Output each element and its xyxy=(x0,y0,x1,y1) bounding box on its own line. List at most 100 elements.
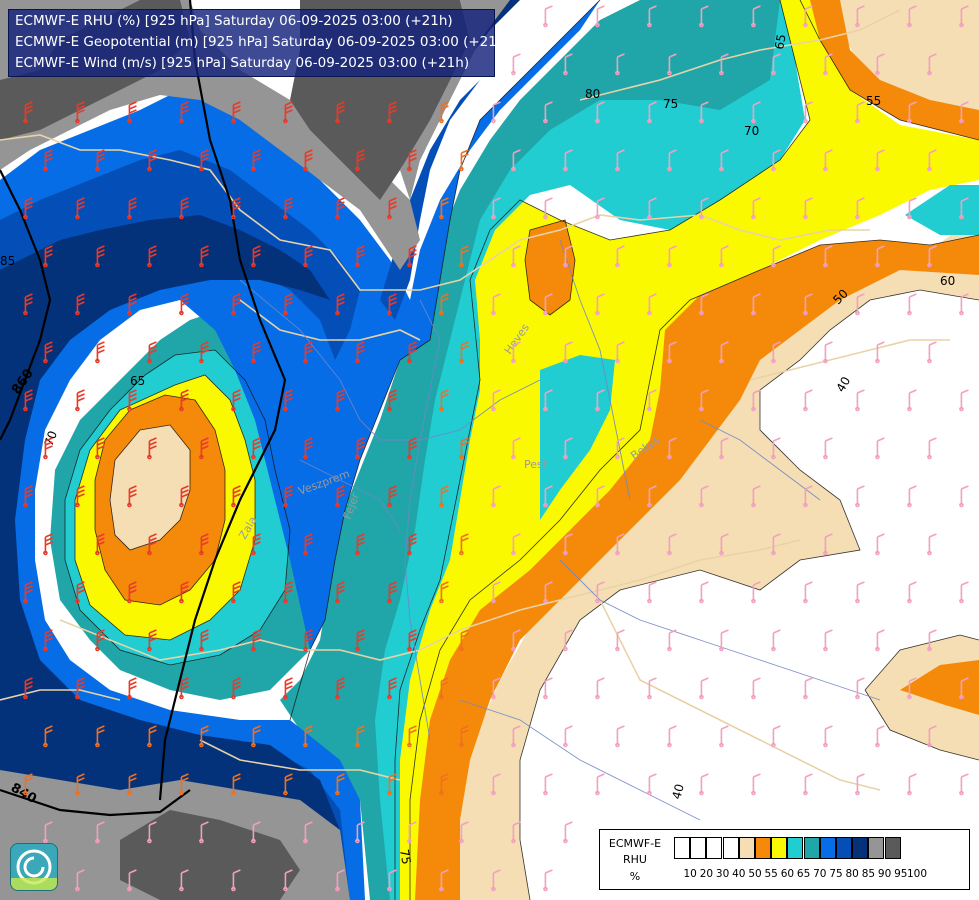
wind-barb-icon xyxy=(511,725,521,748)
wind-barb-station xyxy=(179,886,184,892)
wind-barb-station xyxy=(43,166,48,172)
wind-barb-icon xyxy=(459,437,469,460)
wind-barb-shaft xyxy=(512,245,521,265)
wind-barb-icon xyxy=(959,389,969,412)
wind-barb-icon xyxy=(283,869,293,892)
wind-barb-icon xyxy=(43,245,53,268)
wind-barb-icon xyxy=(803,581,813,604)
wind-barb-station xyxy=(231,406,236,412)
wind-barb-shaft xyxy=(544,293,553,313)
wind-barb-shaft xyxy=(356,245,365,265)
wind-barb-station xyxy=(459,646,464,652)
wind-barb-shaft xyxy=(668,725,677,745)
wind-barb-icon xyxy=(699,677,709,700)
wind-barb-shaft xyxy=(564,53,573,73)
wind-barb-station xyxy=(875,166,880,172)
wind-barb-shaft xyxy=(96,341,105,361)
wind-barb-station xyxy=(595,790,600,796)
wind-barb-icon xyxy=(283,101,293,124)
wind-barb-shaft xyxy=(96,437,105,457)
wind-barb-station xyxy=(147,838,152,844)
wind-barb-station xyxy=(251,454,256,460)
wind-barb-shaft xyxy=(960,197,969,217)
wind-barb-shaft xyxy=(564,245,573,265)
wind-barb-station xyxy=(387,694,392,700)
wind-barb-shaft xyxy=(408,149,417,169)
wind-barb-icon xyxy=(335,101,345,124)
wind-barb-icon xyxy=(439,581,449,604)
wind-barb-shaft xyxy=(304,245,313,265)
wind-barb-icon xyxy=(719,341,729,364)
wind-barb-station xyxy=(95,454,100,460)
wind-barb-station xyxy=(231,790,236,796)
legend-swatch xyxy=(755,837,771,859)
wind-barb-shaft xyxy=(284,485,293,505)
wind-barb-icon xyxy=(823,341,833,364)
wind-barb-shaft xyxy=(460,437,469,457)
wind-barb-icon xyxy=(563,149,573,172)
wind-barb-shaft xyxy=(180,197,189,217)
wind-barb-station xyxy=(355,838,360,844)
wind-barb-station xyxy=(719,454,724,460)
wind-barb-station xyxy=(803,214,808,220)
wind-barb-station xyxy=(23,214,28,220)
wind-barb-icon xyxy=(595,485,605,508)
wind-barb-icon xyxy=(439,197,449,220)
wind-barb-icon xyxy=(439,101,449,124)
wind-barb-station xyxy=(355,166,360,172)
wind-barb-icon xyxy=(75,485,85,508)
wind-barb-station xyxy=(283,214,288,220)
wind-barb-icon xyxy=(407,149,417,172)
wind-barb-station xyxy=(283,310,288,316)
wind-barb-station xyxy=(855,790,860,796)
wind-barb-icon xyxy=(407,725,417,748)
wind-barb-station xyxy=(615,262,620,268)
wind-barb-shaft xyxy=(336,677,345,697)
wind-barb-station xyxy=(667,358,672,364)
wind-barb-shaft xyxy=(700,485,709,505)
wind-barb-station xyxy=(699,502,704,508)
wind-barb-station xyxy=(75,790,80,796)
wind-barb-station xyxy=(647,790,652,796)
wind-barb-shaft xyxy=(772,53,781,73)
wind-barb-station xyxy=(43,358,48,364)
wind-barb-shaft xyxy=(928,245,937,265)
wind-barb-station xyxy=(927,166,932,172)
wind-barb-icon xyxy=(511,437,521,460)
wind-barb-station xyxy=(699,214,704,220)
wind-barb-shaft xyxy=(752,485,761,505)
wind-barb-station xyxy=(283,694,288,700)
wind-barb-shaft xyxy=(512,53,521,73)
wind-barb-icon xyxy=(511,245,521,268)
wind-barb-icon xyxy=(855,293,865,316)
wind-barb-icon xyxy=(43,629,53,652)
wind-barb-icon xyxy=(595,677,605,700)
wind-barb-icon xyxy=(875,245,885,268)
wind-barb-station xyxy=(719,262,724,268)
wind-barb-icon xyxy=(179,773,189,796)
wind-barb-icon xyxy=(23,581,33,604)
wind-barb-shaft xyxy=(824,245,833,265)
wind-barb-station xyxy=(667,166,672,172)
wind-barb-icon xyxy=(803,197,813,220)
wind-barb-icon xyxy=(803,293,813,316)
wind-barb-icon xyxy=(251,149,261,172)
wind-barb-shaft xyxy=(928,53,937,73)
wind-barb-shaft xyxy=(336,293,345,313)
contour-label: 75 xyxy=(397,848,413,865)
wind-barb-shaft xyxy=(408,245,417,265)
wind-barb-shaft xyxy=(908,5,917,25)
wind-barb-icon xyxy=(719,437,729,460)
wind-barb-icon xyxy=(179,197,189,220)
wind-barb-icon xyxy=(647,485,657,508)
wind-barb-icon xyxy=(251,245,261,268)
contour-label: 40 xyxy=(669,782,686,800)
wind-barb-shaft xyxy=(284,677,293,697)
wind-barb-station xyxy=(751,310,756,316)
wind-barb-icon xyxy=(251,437,261,460)
wind-barb-station xyxy=(927,262,932,268)
wind-barb-shaft xyxy=(804,101,813,121)
wind-barb-station xyxy=(667,742,672,748)
wind-barb-icon xyxy=(251,629,261,652)
wind-barb-shaft xyxy=(460,821,469,841)
